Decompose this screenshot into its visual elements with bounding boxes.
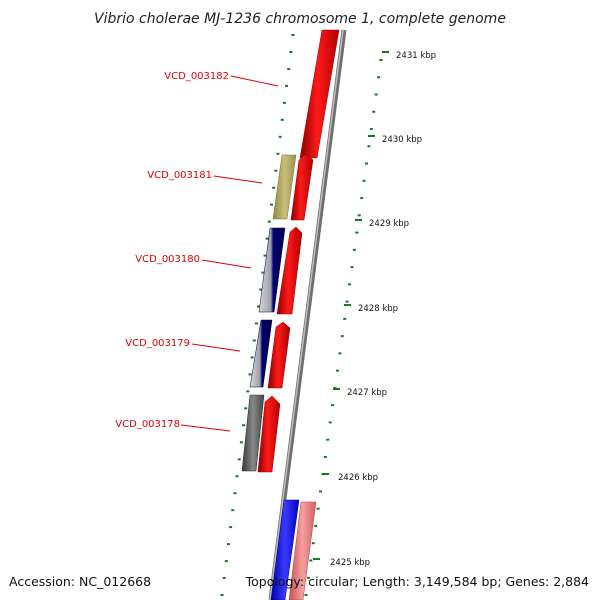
forward-strand-features: [257, 29, 340, 600]
gene-block-blue[interactable]: [270, 499, 300, 600]
gene-label-vcd-003182[interactable]: VCD_003182: [164, 71, 229, 82]
topology-summary: Topology: circular; Length: 3,149,584 bp…: [245, 574, 589, 589]
reverse-strand-features: [241, 154, 300, 600]
gene-arrow-forward-2[interactable]: [290, 153, 314, 221]
gene-arrow-forward-4[interactable]: [267, 321, 291, 389]
accession-text: Accession: NC_012668: [9, 574, 152, 589]
gene-labels: VCD_003182 VCD_003181 VCD_003180 VCD_003…: [115, 71, 229, 430]
scale-major-ticks: [313, 51, 389, 560]
gene-label-vcd-003180[interactable]: VCD_003180: [135, 254, 200, 265]
gene-arrow-forward-5[interactable]: [257, 395, 281, 473]
gene-label-vcd-003179[interactable]: VCD_003179: [125, 338, 190, 349]
gene-label-vcd-003181[interactable]: VCD_003181: [147, 170, 212, 181]
scale-label-2427-kbp: 2427 kbp: [347, 388, 387, 398]
gene-block-navy-2[interactable]: [249, 319, 273, 388]
right-tick-marks: [304, 59, 383, 596]
scale-label-2428-kbp: 2428 kbp: [358, 304, 398, 314]
scale-label-2430-kbp: 2430 kbp: [382, 135, 422, 145]
gene-block-navy-1[interactable]: [258, 227, 286, 313]
gene-block-gray[interactable]: [241, 394, 265, 472]
map-title: Vibrio cholerae MJ-1236 chromosome 1, co…: [94, 11, 506, 27]
scale-label-2426-kbp: 2426 kbp: [338, 473, 378, 483]
gene-arrow-forward-3[interactable]: [276, 226, 303, 315]
gene-label-vcd-003178[interactable]: VCD_003178: [115, 419, 180, 430]
gene-block-pink[interactable]: [288, 501, 317, 600]
gene-arrow-forward-1[interactable]: [299, 29, 340, 159]
scale-label-2425-kbp: 2425 kbp: [330, 558, 370, 568]
scale-labels: 2431 kbp 2430 kbp 2429 kbp 2428 kbp 2427…: [330, 51, 436, 568]
scale-label-2431-kbp: 2431 kbp: [396, 51, 436, 61]
left-tick-marks: [220, 34, 295, 596]
scale-label-2429-kbp: 2429 kbp: [369, 219, 409, 229]
gene-label-leaders: [180, 75, 279, 432]
gene-block-yellow[interactable]: [272, 154, 297, 220]
